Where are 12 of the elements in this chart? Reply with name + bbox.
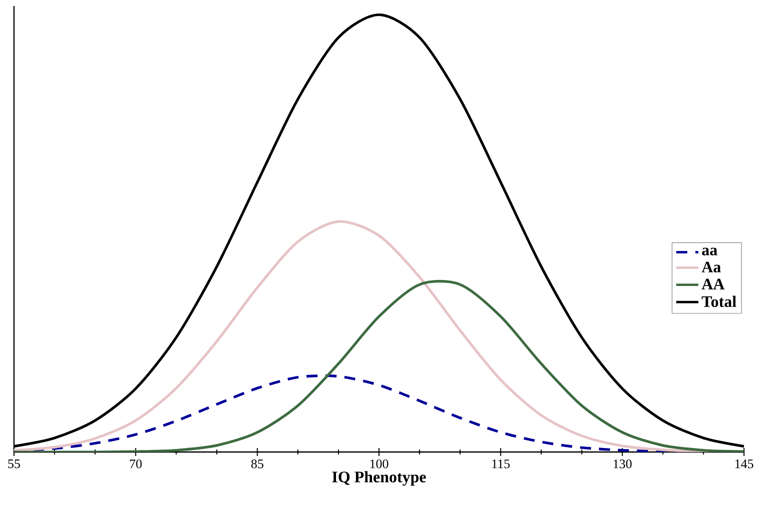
legend-label: AA (702, 278, 725, 290)
x-tick-label: 100 (370, 460, 388, 468)
x-axis-title: IQ Phenotype (332, 471, 426, 486)
x-tick-label: 130 (614, 460, 632, 468)
x-tick-label: 115 (492, 460, 510, 468)
x-tick-label: 85 (251, 460, 264, 468)
legend-label: Total (702, 296, 736, 308)
x-tick-label: 70 (130, 460, 142, 468)
legend-label: aa (702, 248, 718, 256)
legend-label: Aa (702, 262, 721, 272)
x-tick-label: 145 (735, 460, 754, 468)
x-tick-label: 55 (8, 460, 20, 468)
